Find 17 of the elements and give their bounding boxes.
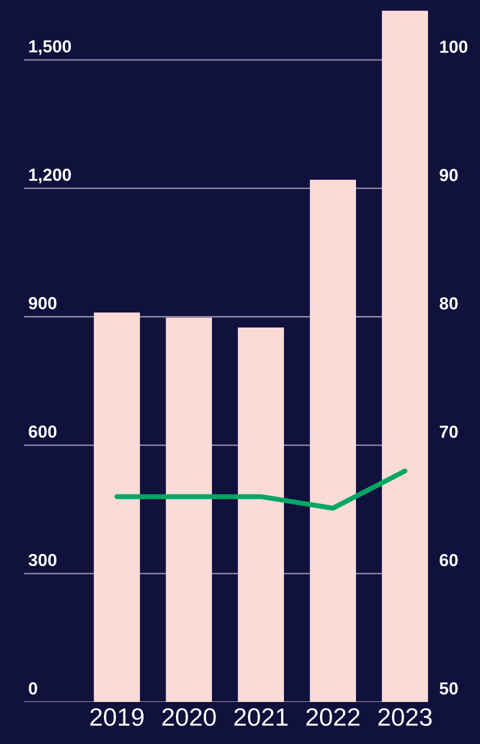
y2-tick-label: 50 (440, 682, 458, 695)
y2-tick-label: 60 (440, 554, 458, 566)
y-tick-label: 600 (28, 425, 56, 438)
y2-tick-label: 90 (440, 168, 458, 182)
x-tick-label: 2019 (90, 708, 144, 726)
y2-tick-label: 70 (440, 426, 458, 438)
x-tick-label: 2023 (378, 708, 432, 726)
y-tick-label: 1,200 (29, 168, 71, 184)
x-tick-label: 2020 (162, 708, 216, 726)
x-tick-label: 2022 (306, 708, 360, 726)
y-tick-label: 1,500 (29, 40, 71, 56)
x-tick-label: 2021 (234, 708, 288, 726)
y2-tick-label: 80 (440, 297, 458, 310)
y-tick-label: 900 (28, 297, 56, 310)
y-tick-label: 0 (28, 682, 38, 695)
y-tick-label: 300 (28, 554, 56, 566)
y2-tick-label: 100 (440, 40, 468, 53)
